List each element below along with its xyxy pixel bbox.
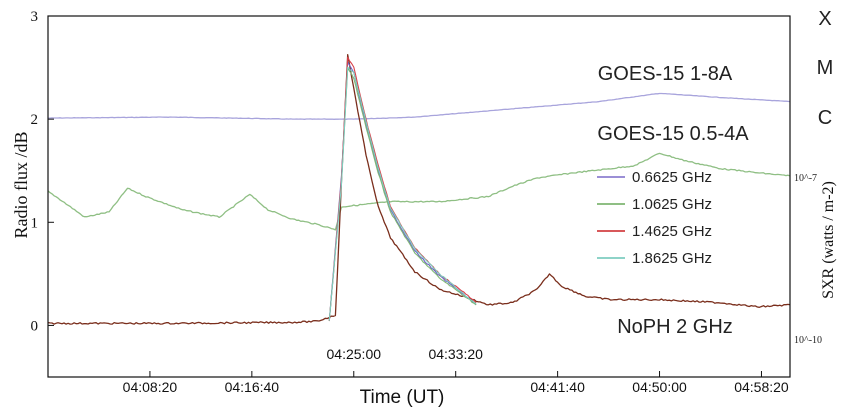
x-axis-title: Time (UT) <box>360 387 445 408</box>
y-tick-label: 2 <box>31 112 39 128</box>
legend-label: 1.0625 GHz <box>632 196 712 213</box>
series-line-goes-15-1-8a <box>48 92 791 120</box>
annotation-goes-1-8a: GOES-15 1-8A <box>598 63 733 85</box>
annotation-noph-2ghz: NoPH 2 GHz <box>617 316 733 338</box>
series-line-noph-2-ghz <box>47 54 791 325</box>
y2-tick-label-lower: 10^-10 <box>794 335 822 346</box>
x-tick-label: 04:41:40 <box>530 379 585 395</box>
legend-label: 1.4625 GHz <box>632 223 712 240</box>
x-tick-label: 04:50:00 <box>632 379 687 395</box>
flare-class-m: M <box>817 57 834 79</box>
y-tick-label: 1 <box>31 215 39 231</box>
x-inner-tick-label: 04:33:20 <box>428 346 483 362</box>
plot-frame <box>47 15 791 378</box>
y-tick-label: 0 <box>31 318 39 334</box>
series-line-1-0625-ghz <box>328 67 477 322</box>
legend-label: 1.8625 GHz <box>632 250 712 267</box>
y2-tick-label-upper: 10^-7 <box>794 173 817 184</box>
y2-axis-title: SXR (watts / m-2) <box>820 181 837 299</box>
flare-class-x: X <box>818 8 831 30</box>
flare-class-c: C <box>818 107 832 129</box>
series-line-1-8625-ghz <box>328 66 477 321</box>
legend: 0.6625 GHz 1.0625 GHz 1.4625 GHz 1.8625 GHz <box>597 169 712 267</box>
x-tick-label: 04:16:40 <box>225 379 280 395</box>
series-layer <box>47 54 791 325</box>
x-tick-label: 04:08:20 <box>123 379 178 395</box>
legend-label: 0.6625 GHz <box>632 169 712 186</box>
axes-layer: 0 1 2 3 04:08:20 04:16:40 04:41:40 04:50:00 04:5… <box>31 9 789 395</box>
y-tick-label: 3 <box>31 9 39 25</box>
x-tick-label: 04:58:20 <box>734 379 789 395</box>
x-inner-tick-label: 04:25:00 <box>327 346 382 362</box>
series-line-goes-15-0-5-4a <box>47 152 791 231</box>
y-axis-title: Radio flux /dB <box>11 132 31 239</box>
annotation-goes-0-5-4a: GOES-15 0.5-4A <box>597 123 749 145</box>
